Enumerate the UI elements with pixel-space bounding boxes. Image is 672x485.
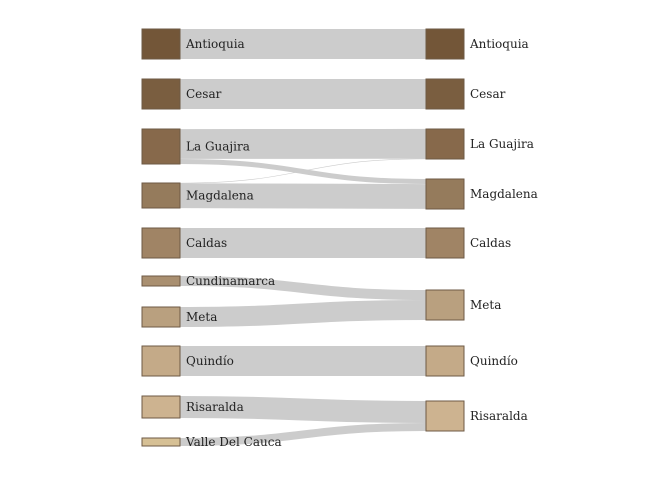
target-node-la-guajira[interactable]: [426, 129, 464, 159]
target-label-antioquia: Antioquia: [469, 37, 529, 51]
source-node-caldas[interactable]: [142, 228, 180, 258]
target-label-la-guajira: La Guajira: [470, 137, 534, 151]
source-label-cundinamarca: Cundinamarca: [186, 274, 275, 288]
source-label-valle-del-cauca: Valle Del Cauca: [185, 435, 282, 449]
source-node-la-guajira[interactable]: [142, 129, 180, 164]
link-la-guajira-to-magdalena[interactable]: [180, 162, 426, 182]
source-label-caldas: Caldas: [186, 236, 227, 250]
target-label-quindio: Quindío: [470, 354, 518, 368]
source-node-antioquia[interactable]: [142, 29, 180, 59]
target-label-magdalena: Magdalena: [470, 187, 538, 201]
source-label-cesar: Cesar: [186, 87, 222, 101]
target-label-cesar: Cesar: [470, 87, 506, 101]
source-node-cundinamarca[interactable]: [142, 276, 180, 286]
source-label-la-guajira: La Guajira: [186, 140, 250, 154]
source-label-quindio: Quindío: [186, 354, 234, 368]
target-node-cesar[interactable]: [426, 79, 464, 109]
source-label-antioquia: Antioquia: [185, 37, 245, 51]
target-label-risaralda: Risaralda: [470, 409, 528, 423]
source-node-magdalena[interactable]: [142, 183, 180, 208]
source-node-quindio[interactable]: [142, 346, 180, 376]
target-node-quindio[interactable]: [426, 346, 464, 376]
target-node-antioquia[interactable]: [426, 29, 464, 59]
source-label-magdalena: Magdalena: [186, 189, 254, 203]
source-node-risaralda[interactable]: [142, 396, 180, 418]
target-label-caldas: Caldas: [470, 236, 511, 250]
source-node-valle-del-cauca[interactable]: [142, 438, 180, 446]
target-node-caldas[interactable]: [426, 228, 464, 258]
source-label-meta: Meta: [186, 310, 217, 324]
target-node-risaralda[interactable]: [426, 401, 464, 431]
target-node-meta[interactable]: [426, 290, 464, 320]
source-label-risaralda: Risaralda: [186, 400, 244, 414]
target-node-magdalena[interactable]: [426, 179, 464, 209]
target-label-meta: Meta: [470, 298, 501, 312]
source-node-meta[interactable]: [142, 307, 180, 327]
source-node-cesar[interactable]: [142, 79, 180, 109]
